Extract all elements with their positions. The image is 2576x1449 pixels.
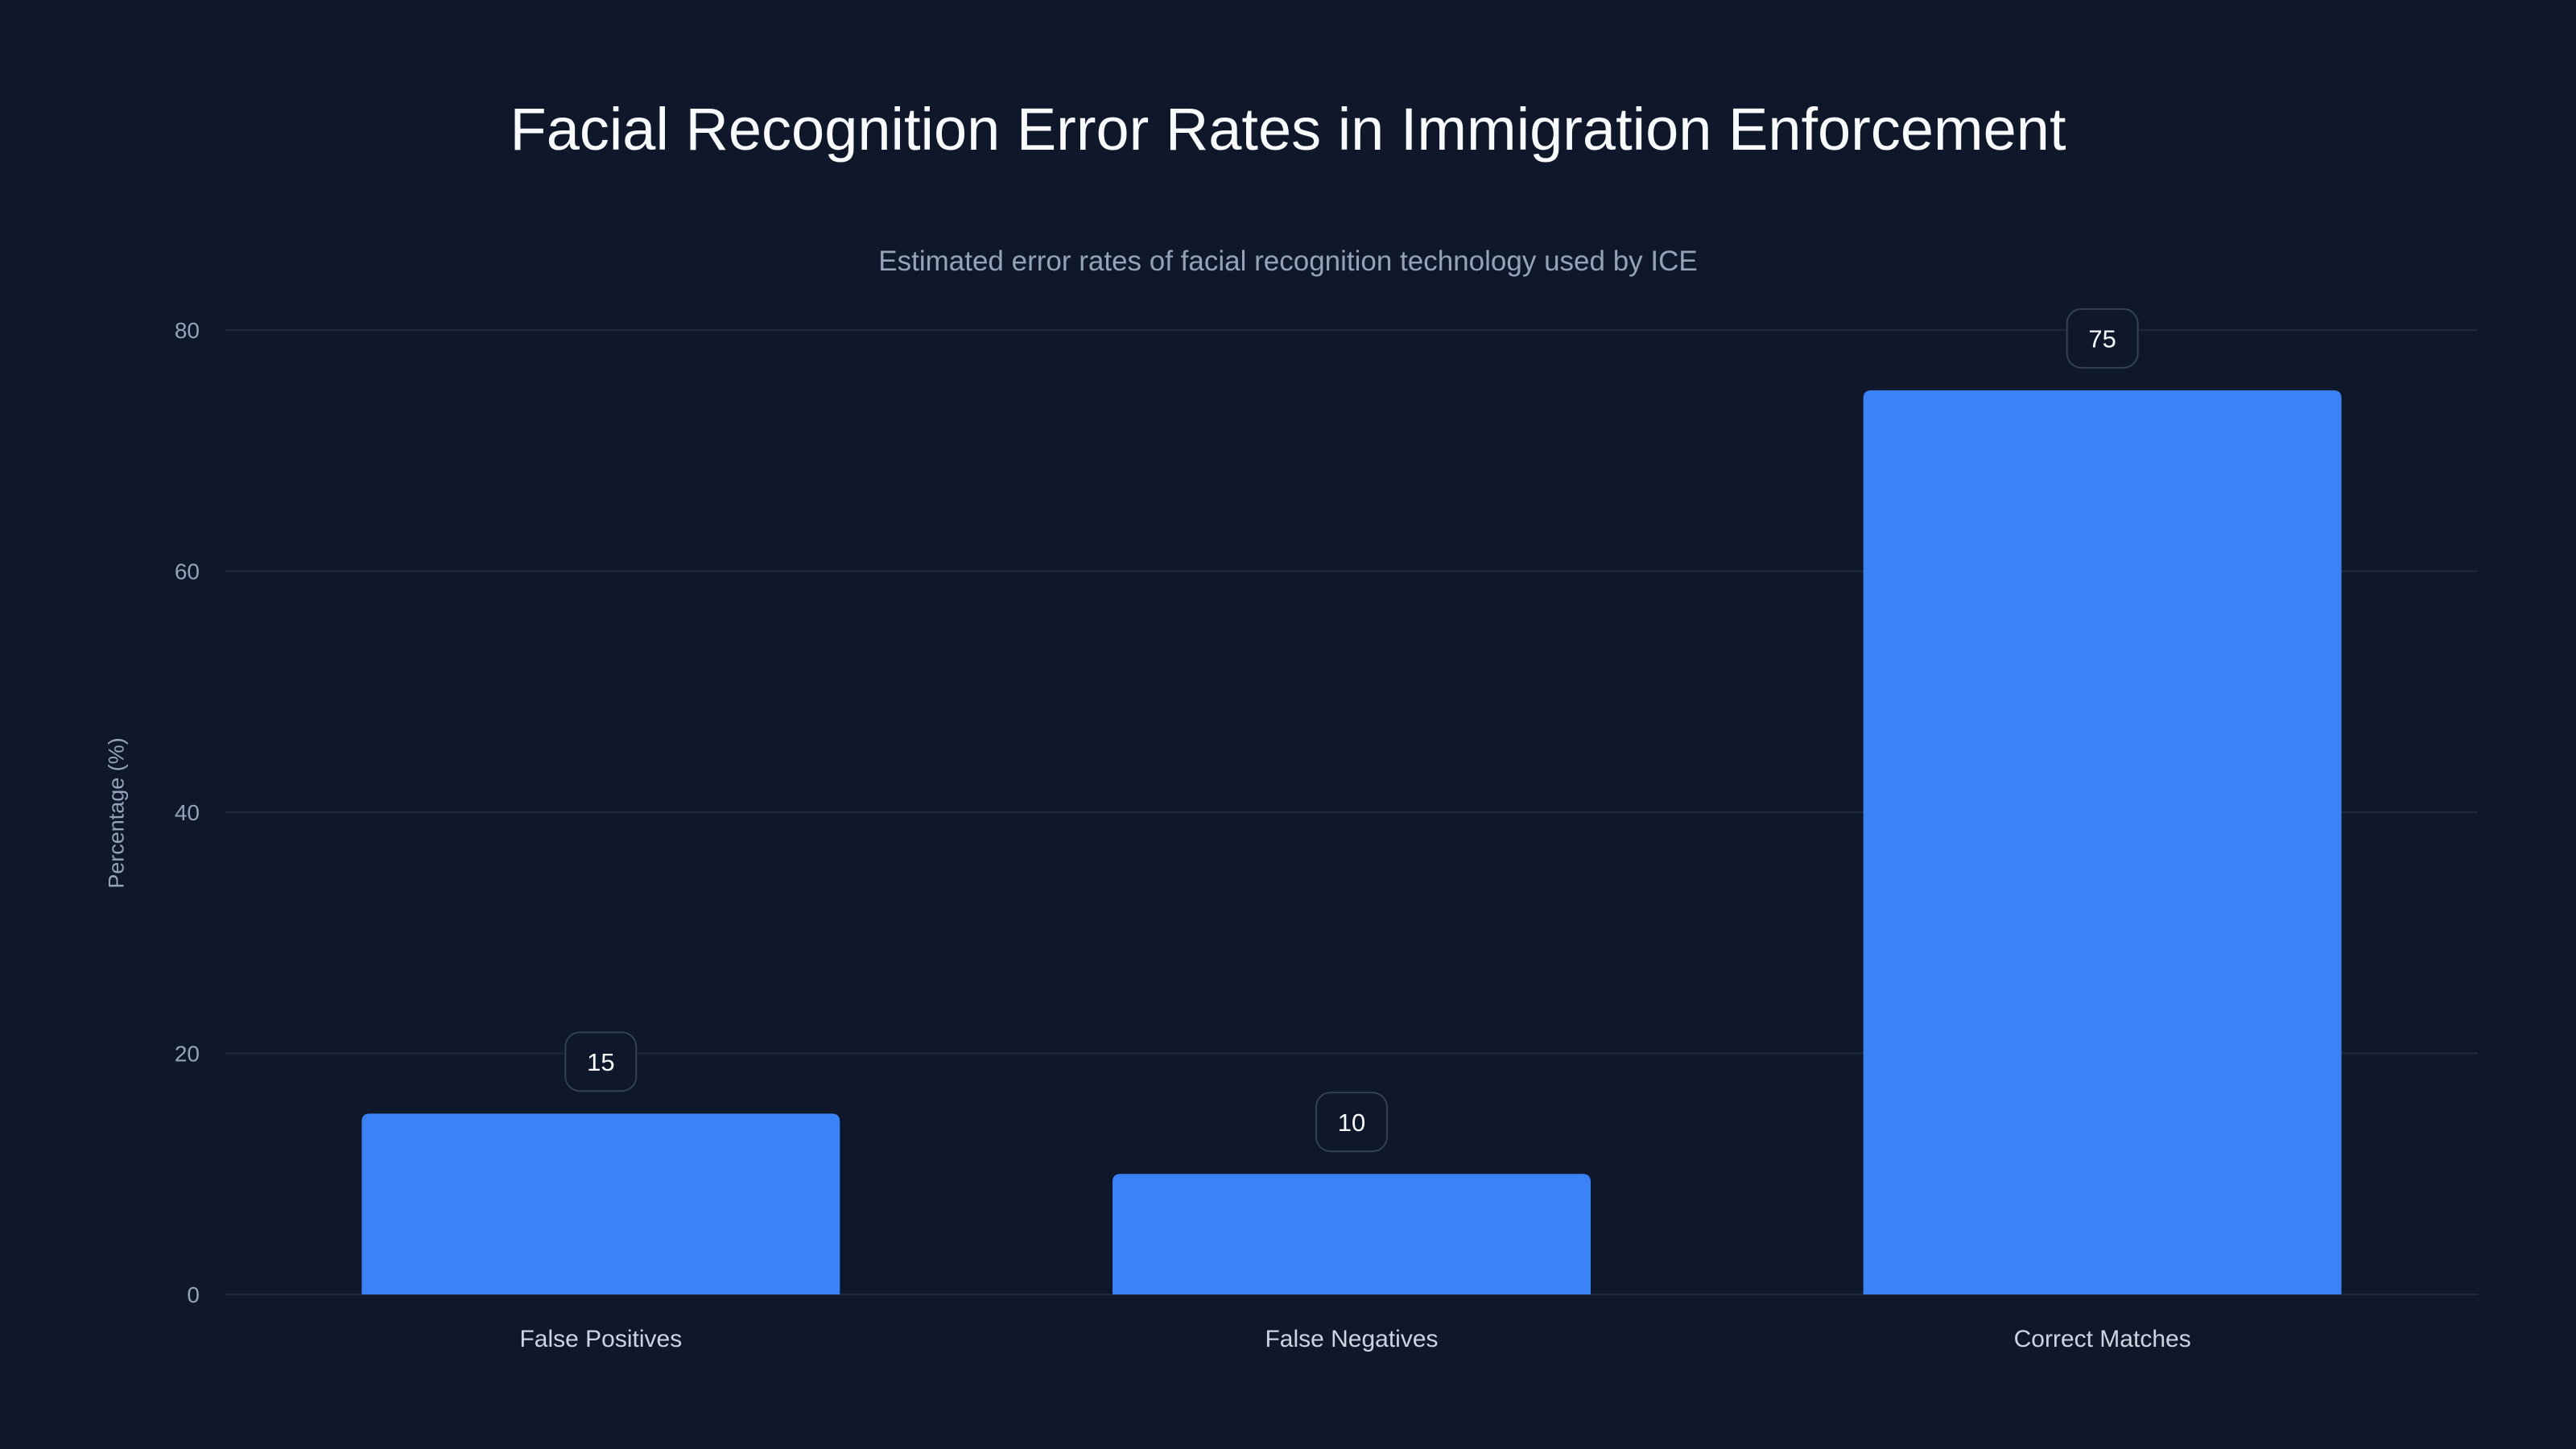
chart-title: Facial Recognition Error Rates in Immigr… xyxy=(510,96,2066,163)
y-tick-label: 20 xyxy=(175,1042,200,1067)
y-tick-label: 80 xyxy=(175,318,200,343)
x-tick-label: False Positives xyxy=(519,1326,682,1352)
y-tick-label: 60 xyxy=(175,559,200,584)
data-label-box xyxy=(564,1031,638,1092)
data-label: 75 xyxy=(2088,324,2116,353)
data-label: 15 xyxy=(587,1048,614,1076)
x-tick-label: False Negatives xyxy=(1265,1326,1438,1352)
chart-subtitle: Estimated error rates of facial recognit… xyxy=(878,246,1698,277)
data-label: 10 xyxy=(1338,1108,1365,1137)
bar xyxy=(1113,1174,1591,1294)
data-label-box xyxy=(2066,308,2139,369)
bar xyxy=(1863,390,2342,1294)
y-tick-label: 40 xyxy=(175,800,200,825)
x-tick-label: Correct Matches xyxy=(2014,1326,2191,1352)
data-label-box xyxy=(1315,1092,1388,1153)
y-tick-label: 0 xyxy=(187,1282,200,1307)
bar xyxy=(361,1113,840,1294)
